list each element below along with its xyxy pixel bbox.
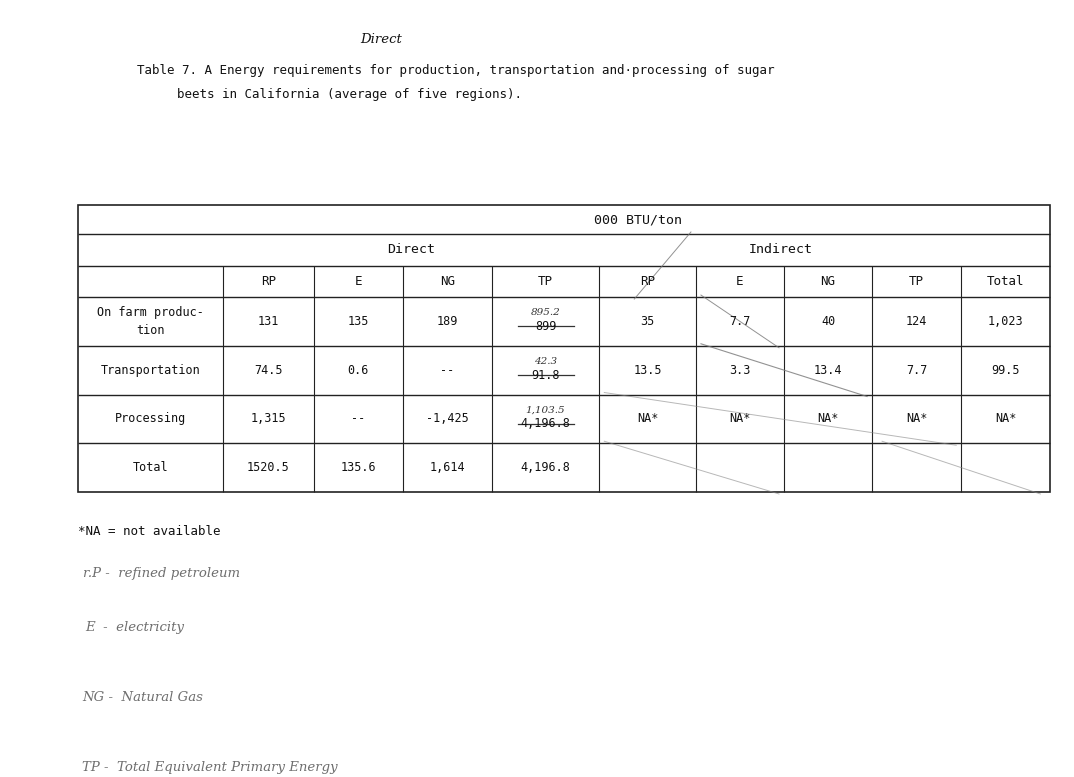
Text: NA*: NA* (996, 413, 1016, 425)
Text: 1,023: 1,023 (988, 315, 1024, 328)
Text: Table 7. A Energy requirements for production, transportation and·processing of : Table 7. A Energy requirements for produ… (137, 64, 775, 77)
Text: Total: Total (133, 461, 169, 474)
Text: RP: RP (261, 275, 276, 287)
Text: 1,315: 1,315 (250, 413, 287, 425)
Bar (78, 205, 1050, 492)
Text: tion: tion (136, 324, 165, 336)
Text: Indirect: Indirect (749, 243, 812, 256)
Text: 135: 135 (348, 315, 368, 328)
Text: NG: NG (440, 275, 454, 287)
Text: -1,425: -1,425 (426, 413, 468, 425)
Text: 7.7: 7.7 (729, 315, 751, 328)
Text: TP: TP (910, 275, 924, 287)
Text: E: E (354, 275, 362, 287)
Text: --: -- (351, 413, 365, 425)
Text: 3.3: 3.3 (729, 364, 751, 377)
Text: 4,196.8: 4,196.8 (521, 461, 570, 474)
Text: 895.2: 895.2 (531, 308, 561, 317)
Text: 0.6: 0.6 (348, 364, 368, 377)
Text: 35: 35 (640, 315, 655, 328)
Text: r.P -  refined petroleum: r.P - refined petroleum (84, 567, 241, 580)
Text: --: -- (440, 364, 454, 377)
Text: beets in California (average of five regions).: beets in California (average of five reg… (177, 88, 522, 100)
Text: E  -  electricity: E - electricity (86, 622, 185, 634)
Text: Processing: Processing (115, 413, 187, 425)
Text: 124: 124 (906, 315, 927, 328)
Text: 899: 899 (535, 320, 556, 333)
Text: Direct: Direct (360, 33, 402, 46)
Text: NA*: NA* (729, 413, 751, 425)
Text: NG: NG (821, 275, 836, 287)
Text: 1,614: 1,614 (430, 461, 465, 474)
Text: 99.5: 99.5 (991, 364, 1020, 377)
Text: E: E (737, 275, 743, 287)
Text: 131: 131 (258, 315, 279, 328)
Text: NA*: NA* (817, 413, 839, 425)
Text: RP: RP (640, 275, 655, 287)
Text: On farm produc-: On farm produc- (98, 306, 204, 319)
Text: TP: TP (538, 275, 553, 287)
Text: TP -  Total Equivalent Primary Energy: TP - Total Equivalent Primary Energy (83, 761, 338, 774)
Text: Direct: Direct (388, 243, 435, 256)
Text: 74.5: 74.5 (255, 364, 282, 377)
Text: NA*: NA* (906, 413, 927, 425)
Text: 13.5: 13.5 (634, 364, 662, 377)
Text: *NA = not available: *NA = not available (78, 524, 221, 538)
Text: 1520.5: 1520.5 (247, 461, 290, 474)
Text: 7.7: 7.7 (906, 364, 927, 377)
Text: 1,103.5: 1,103.5 (526, 406, 565, 415)
Text: 189: 189 (437, 315, 458, 328)
Text: Transportation: Transportation (101, 364, 201, 377)
Text: 91.8: 91.8 (532, 368, 560, 382)
Text: 40: 40 (821, 315, 836, 328)
Text: 42.3: 42.3 (534, 357, 557, 366)
Text: 4,196.8: 4,196.8 (521, 417, 570, 430)
Text: NG -  Natural Gas: NG - Natural Gas (83, 691, 203, 704)
Text: NA*: NA* (637, 413, 658, 425)
Text: 13.4: 13.4 (814, 364, 842, 377)
Text: 000 BTU/ton: 000 BTU/ton (594, 213, 682, 226)
Text: 135.6: 135.6 (340, 461, 376, 474)
Text: Total: Total (987, 275, 1025, 287)
